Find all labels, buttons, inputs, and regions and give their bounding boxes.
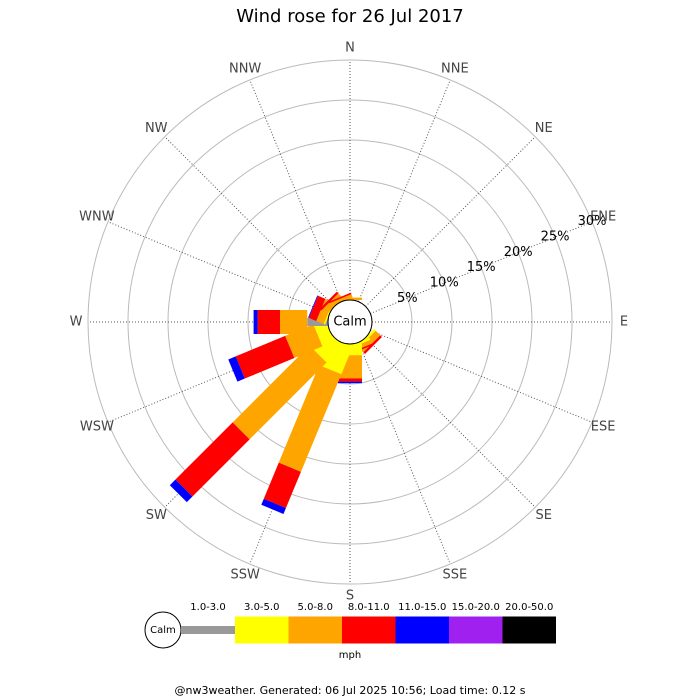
bar-segment bbox=[328, 292, 352, 304]
bar-segment bbox=[338, 378, 362, 382]
ring-label: 25% bbox=[541, 230, 570, 245]
spoke bbox=[357, 79, 451, 302]
legend-label: 5.0-8.0 bbox=[298, 602, 333, 613]
bar-segment bbox=[363, 335, 382, 354]
legend-swatch bbox=[235, 616, 289, 644]
legend-label: 20.0-50.0 bbox=[505, 602, 553, 613]
bar-segment bbox=[338, 381, 362, 384]
direction-label: WNW bbox=[79, 210, 115, 225]
bar-segment bbox=[261, 498, 286, 514]
legend-label: 15.0-20.0 bbox=[452, 602, 500, 613]
legend-swatch bbox=[395, 616, 449, 644]
spoke bbox=[370, 221, 593, 315]
bar-segment bbox=[338, 297, 362, 300]
direction-label: S bbox=[346, 589, 354, 604]
legend-label: 11.0-15.0 bbox=[398, 602, 446, 613]
bar-segment bbox=[235, 335, 295, 379]
direction-label: ESE bbox=[591, 419, 616, 434]
footer: @nw3weather. Generated: 06 Jul 2025 10:5… bbox=[175, 684, 526, 697]
legend-calm-label: Calm bbox=[150, 625, 176, 636]
legend-swatch bbox=[181, 626, 235, 634]
ring-label: 20% bbox=[504, 245, 533, 260]
bar-segment bbox=[308, 295, 326, 321]
calm-label: Calm bbox=[333, 315, 366, 330]
ring-label: 5% bbox=[397, 291, 418, 306]
direction-label: WSW bbox=[80, 419, 114, 434]
spoke bbox=[365, 136, 536, 307]
grid-ring bbox=[127, 99, 573, 545]
ring-label: 30% bbox=[578, 214, 607, 229]
direction-label: NNE bbox=[441, 61, 469, 76]
direction-label: NE bbox=[535, 121, 553, 136]
legend-label: 8.0-11.0 bbox=[348, 602, 390, 613]
spoke bbox=[107, 221, 330, 315]
direction-label: SE bbox=[536, 508, 552, 523]
calm-circle bbox=[327, 299, 373, 345]
chart-title: Wind rose for 26 Jul 2017 bbox=[236, 6, 464, 27]
bar-segment bbox=[308, 295, 319, 318]
direction-label: SW bbox=[146, 508, 167, 523]
legend-swatch bbox=[449, 616, 503, 644]
legend-swatch bbox=[502, 616, 556, 644]
spoke bbox=[370, 329, 593, 423]
bar-segment bbox=[253, 310, 258, 334]
direction-label: NNW bbox=[229, 61, 261, 76]
bar-segment bbox=[313, 319, 335, 347]
direction-label: N bbox=[345, 41, 355, 56]
bar-segment bbox=[228, 356, 245, 382]
ring-label: 15% bbox=[467, 260, 496, 275]
legend-swatch bbox=[342, 616, 396, 644]
unit-label: mph bbox=[339, 650, 361, 661]
bar-segment bbox=[232, 345, 327, 440]
bar-segment bbox=[257, 310, 281, 334]
bar-segment bbox=[280, 310, 308, 334]
bar-segment bbox=[263, 462, 301, 509]
direction-label: E bbox=[620, 315, 628, 330]
spoke bbox=[365, 337, 536, 508]
direction-label: ENE bbox=[590, 210, 616, 225]
direction-label: NW bbox=[145, 121, 168, 136]
legend-label: 1.0-3.0 bbox=[190, 602, 225, 613]
spoke bbox=[164, 136, 335, 307]
grid-ring bbox=[247, 219, 453, 425]
direction-label: SSE bbox=[442, 568, 467, 583]
direction-label: SSW bbox=[230, 568, 260, 583]
bar-segment bbox=[175, 422, 250, 497]
grid-ring bbox=[87, 59, 613, 585]
legend-swatch bbox=[288, 616, 342, 644]
spoke bbox=[249, 79, 343, 302]
bar-segment bbox=[329, 294, 353, 307]
bar-segment bbox=[319, 291, 339, 311]
bar-segment bbox=[169, 479, 193, 503]
legend-label: 3.0-5.0 bbox=[244, 602, 279, 613]
bar-segment bbox=[278, 365, 342, 472]
spoke bbox=[357, 342, 451, 565]
ring-label: 10% bbox=[430, 275, 459, 290]
direction-label: W bbox=[70, 315, 83, 330]
